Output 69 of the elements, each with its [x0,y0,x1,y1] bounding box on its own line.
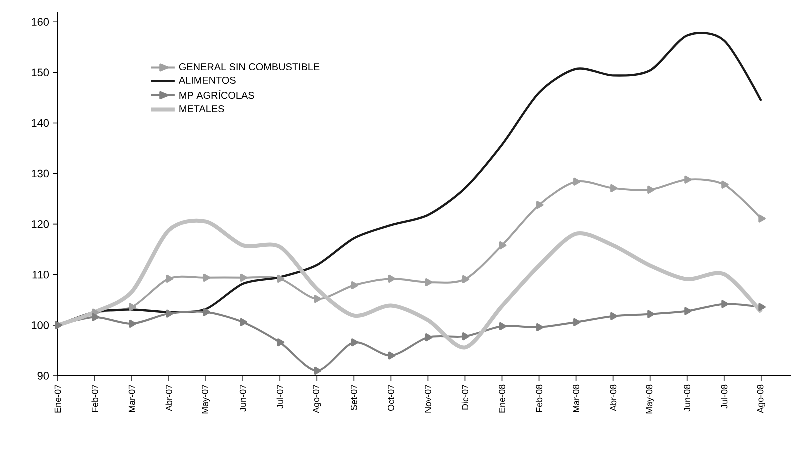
y-tick-label: 130 [32,170,50,178]
point [536,201,544,210]
x-tick-label: Feb-08 [536,384,543,412]
legend-label: ALIMENTOS [178,76,236,84]
point [462,332,470,341]
x-tick-label: Abr-08 [610,384,617,412]
x-tick-label: Jun-07 [240,384,246,412]
point [203,308,211,316]
point [610,312,618,320]
point [129,320,137,328]
x-tick-label: Set-07 [350,384,358,411]
y-tick-label: 120 [32,220,50,228]
legend-label: METALES [180,105,224,113]
point [722,180,729,189]
y-tick-label: 90 [38,372,50,380]
point [648,310,655,318]
x-tick-label: Mar-07 [128,384,136,412]
point [574,178,581,186]
y-tick-label: 160 [32,18,50,26]
point [722,300,729,308]
x-tick-label: Ene-08 [499,384,506,413]
point [92,313,100,322]
point [499,322,507,330]
x-tick-label: Feb-07 [92,384,98,412]
point [462,275,470,284]
point [277,274,285,283]
point [388,274,396,283]
x-tick-label: Nov-07 [425,384,432,413]
x-tick-label: Jul-07 [276,384,284,409]
point [425,278,433,287]
x-tick-label: Jul-08 [721,384,728,409]
x-tick-label: Oct-07 [388,384,394,412]
x-tick-label: Ago-07 [313,384,322,414]
point [314,366,322,375]
point [388,352,396,360]
point [684,307,692,316]
point [351,338,359,347]
point [425,334,433,342]
legend-label: GENERAL SIN COMBUSTIBLE [179,64,320,71]
point [166,310,174,318]
point [314,295,322,304]
legend-label: MP AGRÍCOLAS [180,90,254,100]
x-tick-label: Jun-08 [684,384,691,412]
x-tick-label: Ago-08 [757,384,766,414]
x-tick-label: Mar-08 [573,384,580,412]
point [240,318,248,326]
x-tick-label: May-07 [202,384,210,414]
point [536,323,544,332]
point [351,281,359,290]
point [277,338,285,347]
point [166,274,174,283]
y-tick-label: 100 [32,322,50,330]
point [610,184,618,192]
point [758,214,766,223]
point [129,303,137,312]
point [203,274,211,282]
point [648,186,655,194]
point [240,274,248,282]
x-tick-label: Abr-07 [166,384,172,412]
point [684,176,692,184]
point [758,303,766,312]
y-tick-label: 150 [32,68,50,77]
y-tick-label: 110 [32,271,50,279]
y-tick-label: 140 [32,119,50,128]
point [574,318,581,326]
x-tick-label: May-08 [646,384,654,414]
x-tick-label: Dic-07 [462,384,469,410]
x-tick-label: Ene-07 [54,384,62,413]
point [499,242,507,250]
